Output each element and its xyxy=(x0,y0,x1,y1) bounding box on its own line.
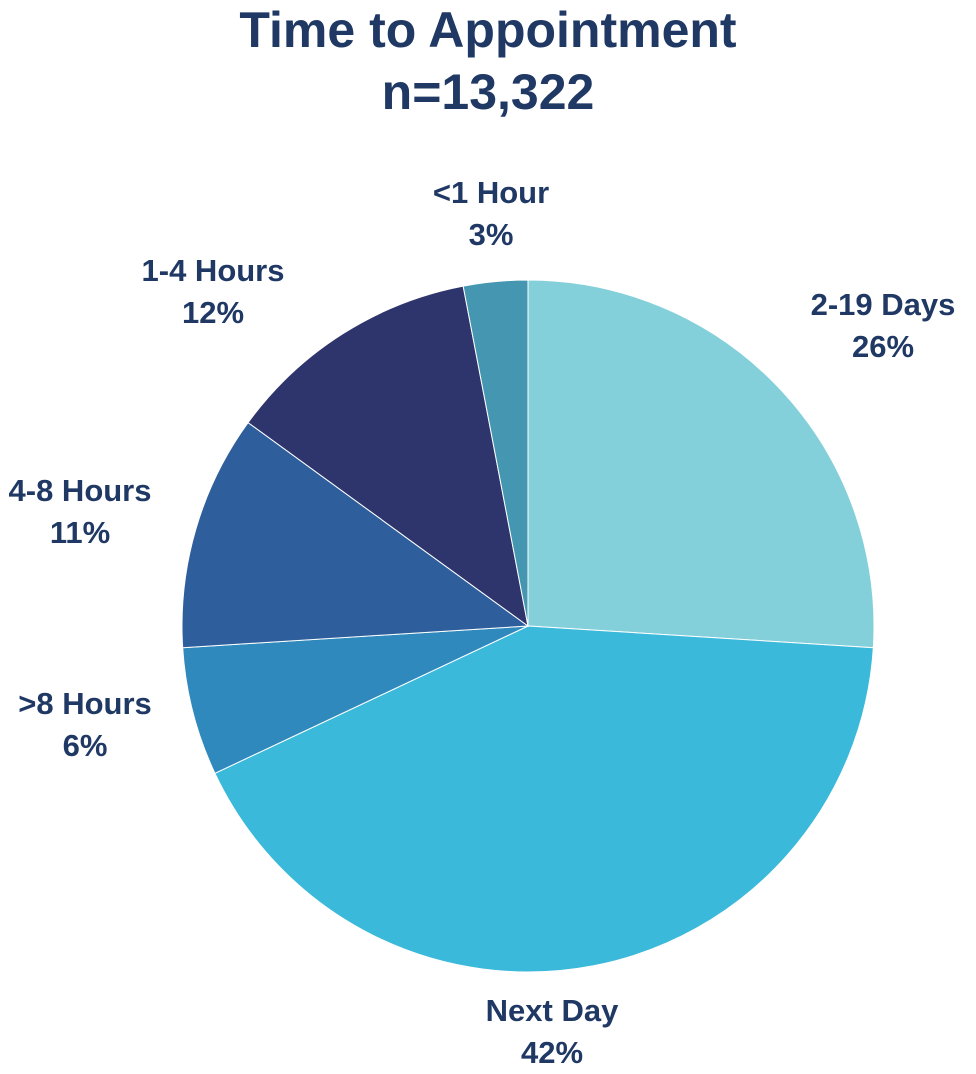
slice-label-text: <1 Hour xyxy=(432,175,550,210)
slice-value-label: 6% xyxy=(62,728,108,763)
chart-title: Time to Appointment xyxy=(239,2,737,58)
pie-slice-next-day xyxy=(214,625,874,973)
slice-label-next-day: Next Day 42% xyxy=(486,990,619,1074)
slice-label-text: 4-8 Hours xyxy=(8,473,152,508)
slice-label-text: 2-19 Days xyxy=(810,287,956,322)
slice-label-1-4-hours: 1-4 Hours 12% xyxy=(142,250,285,334)
pie-slice-1-hour xyxy=(462,279,529,627)
pie-slice-4-8-hours xyxy=(181,421,530,649)
slice-value-label: 12% xyxy=(181,295,245,330)
pie-slice-2-19-days xyxy=(527,279,875,649)
slice-value-label: 11% xyxy=(49,515,111,550)
slice-value-label: 26% xyxy=(851,329,915,364)
slice-value-label: 42% xyxy=(520,1035,584,1070)
slice-label-text: Next Day xyxy=(485,993,619,1028)
slice-label-under-1-hour: <1 Hour 3% xyxy=(433,172,549,256)
slice-label-8-plus-hours: >8 Hours 6% xyxy=(18,683,152,767)
slice-value-label: 3% xyxy=(468,217,514,252)
pie-slice-1-4-hours xyxy=(247,285,529,628)
slice-label-text: >8 Hours xyxy=(18,686,152,721)
slice-label-2-19-days: 2-19 Days 26% xyxy=(811,284,956,368)
slice-label-4-8-hours: 4-8 Hours 11% xyxy=(9,470,152,554)
slice-label-text: 1-4 Hours xyxy=(141,253,285,288)
chart-subtitle: n=13,322 xyxy=(381,64,595,120)
pie-slice-8-hours xyxy=(182,625,529,774)
